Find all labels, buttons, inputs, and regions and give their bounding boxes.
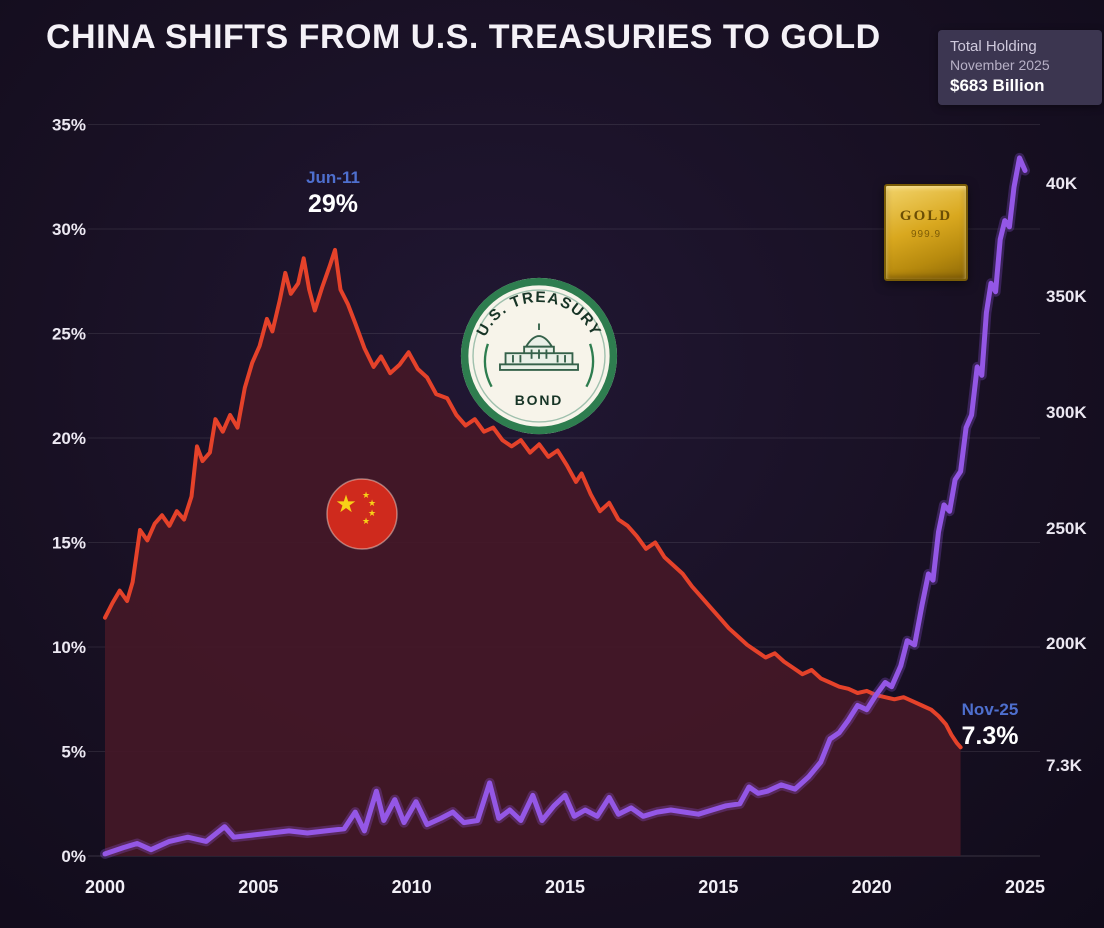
badge-date: November 2025 <box>950 57 1050 73</box>
flag-small-star: ★ <box>368 508 376 518</box>
seal-bottom-text: BOND <box>515 392 563 408</box>
flag-big-star: ★ <box>335 491 357 518</box>
peak-value-label: 29% <box>307 190 359 218</box>
left-axis-tick: 35% <box>52 116 86 135</box>
right-axis-tick: 250K <box>1046 519 1087 538</box>
end-value-label: 7.3% <box>961 722 1019 750</box>
badge-value: $683 Billion <box>950 76 1045 95</box>
right-axis-tick: 300K <box>1046 403 1087 422</box>
x-axis-tick: 2000 <box>85 877 125 897</box>
right-axis-tick: 40K <box>1046 174 1078 193</box>
peak-annotation: Jun-11 29% <box>288 168 378 219</box>
right-axis-tick: 350K <box>1046 287 1087 306</box>
laurel-left-icon <box>483 343 493 388</box>
treasury-share-line <box>103 247 963 750</box>
gold-bar-icon: GOLD 999.9 <box>884 184 968 281</box>
left-axis-tick: 15% <box>52 534 86 553</box>
right-axis-tick: 200K <box>1046 634 1087 653</box>
x-axis-tick: 2015 <box>545 877 585 897</box>
gold-bar-purity: 999.9 <box>910 229 942 240</box>
left-axis-tick: 5% <box>61 743 86 762</box>
gold-bar-label: GOLD <box>899 208 953 224</box>
left-axis-tick: 10% <box>52 638 86 657</box>
left-axis-tick: 25% <box>52 325 86 344</box>
left-axis-tick: 0% <box>61 847 86 866</box>
capitol-icon <box>499 323 579 371</box>
badge-label: Total Holding <box>950 38 1037 55</box>
left-axis-tick: 30% <box>52 220 86 239</box>
treasury-share-area <box>105 249 961 856</box>
gold-holdings-line <box>102 155 1028 857</box>
left-axis-tick: 20% <box>52 429 86 448</box>
chart-title: CHINA SHIFTS FROM U.S. TREASURIES TO GOL… <box>46 18 881 56</box>
x-axis-tick: 2020 <box>852 877 892 897</box>
flag-small-star: ★ <box>368 498 376 508</box>
peak-date-label: Jun-11 <box>306 168 360 187</box>
flag-small-star: ★ <box>362 490 370 500</box>
end-date-label: Nov-25 <box>961 700 1019 719</box>
x-axis-tick: 2005 <box>238 877 278 897</box>
right-axis-tick: 7.3K <box>1046 756 1083 775</box>
x-axis-tick: 2025 <box>1005 877 1045 897</box>
flag-small-star: ★ <box>362 516 370 526</box>
us-treasury-seal-icon: U.S. TREASURY BOND <box>460 277 618 435</box>
x-axis-tick: 2015 <box>698 877 738 897</box>
china-flag-icon: ★ ★ ★ ★ ★ <box>326 478 398 550</box>
x-axis-tick: 2010 <box>392 877 432 897</box>
laurel-right-icon <box>585 343 595 388</box>
end-annotation: Nov-25 7.3% <box>945 700 1035 751</box>
total-holding-badge: Total Holding November 2025 $683 Billion <box>938 30 1102 105</box>
